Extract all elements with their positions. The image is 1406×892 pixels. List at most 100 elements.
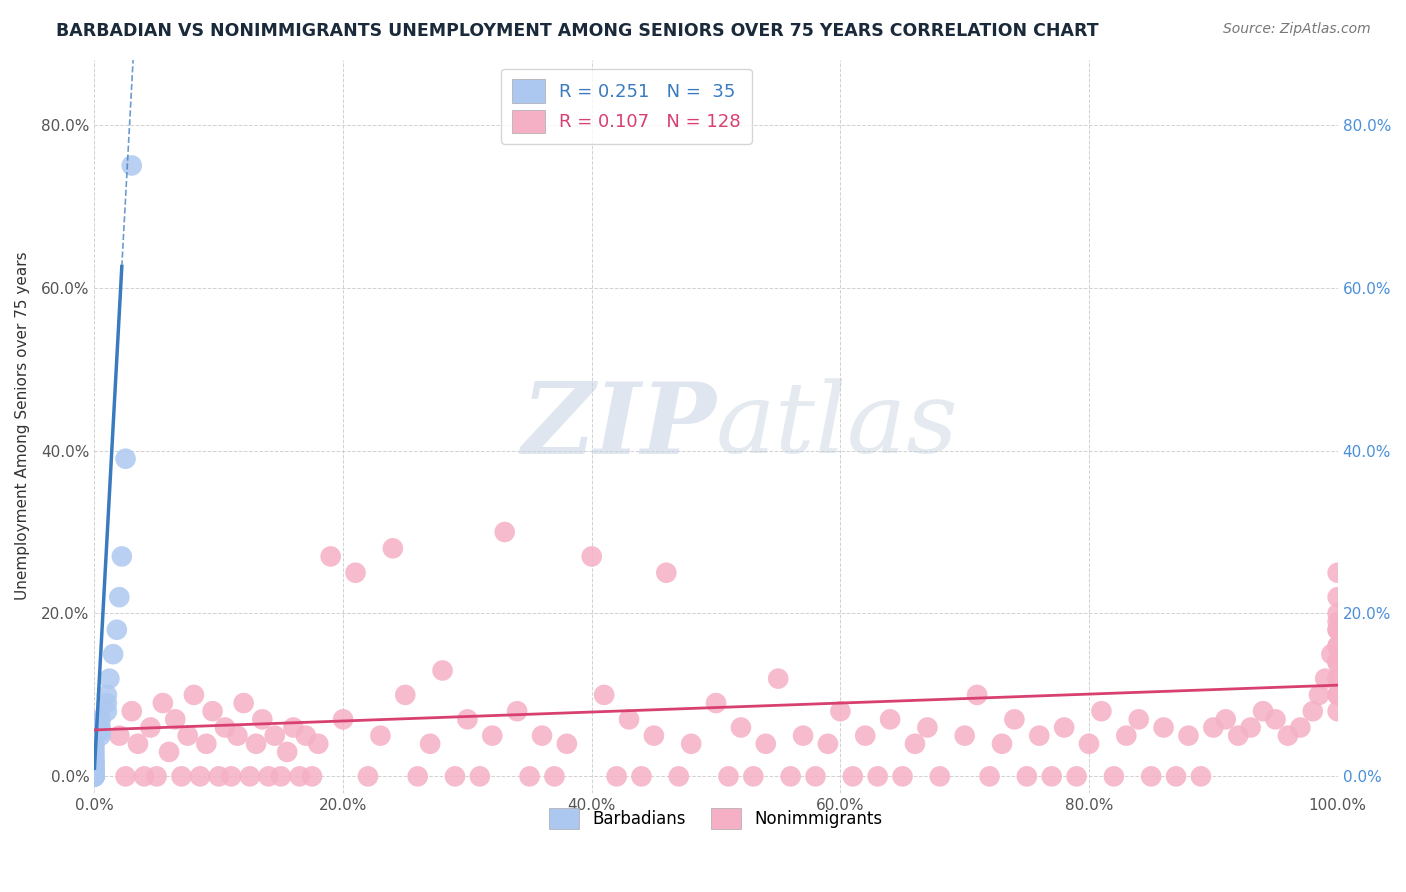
- Point: [83, 769, 105, 783]
- Point: [83, 763, 105, 777]
- Point: [1326, 566, 1348, 580]
- Point: [381, 541, 404, 556]
- Point: [1320, 647, 1343, 661]
- Point: [817, 737, 839, 751]
- Point: [295, 729, 318, 743]
- Point: [83, 769, 105, 783]
- Point: [165, 712, 187, 726]
- Point: [319, 549, 342, 564]
- Point: [630, 769, 652, 783]
- Point: [245, 737, 267, 751]
- Point: [90, 724, 112, 739]
- Point: [979, 769, 1001, 783]
- Point: [1153, 721, 1175, 735]
- Point: [456, 712, 478, 726]
- Point: [804, 769, 827, 783]
- Point: [681, 737, 703, 751]
- Point: [226, 729, 249, 743]
- Point: [134, 769, 156, 783]
- Point: [127, 737, 149, 751]
- Point: [98, 672, 121, 686]
- Point: [593, 688, 616, 702]
- Point: [307, 737, 329, 751]
- Point: [953, 729, 976, 743]
- Point: [444, 769, 467, 783]
- Point: [730, 721, 752, 735]
- Point: [432, 664, 454, 678]
- Text: BARBADIAN VS NONIMMIGRANTS UNEMPLOYMENT AMONG SENIORS OVER 75 YEARS CORRELATION : BARBADIAN VS NONIMMIGRANTS UNEMPLOYMENT …: [56, 22, 1099, 40]
- Point: [344, 566, 367, 580]
- Point: [1326, 672, 1348, 686]
- Point: [219, 769, 242, 783]
- Point: [1289, 721, 1312, 735]
- Point: [101, 647, 124, 661]
- Point: [1326, 607, 1348, 621]
- Point: [1090, 704, 1112, 718]
- Point: [966, 688, 988, 702]
- Point: [530, 729, 553, 743]
- Point: [83, 740, 105, 755]
- Point: [1326, 623, 1348, 637]
- Point: [276, 745, 298, 759]
- Point: [1308, 688, 1330, 702]
- Point: [257, 769, 280, 783]
- Point: [617, 712, 640, 726]
- Point: [83, 737, 105, 751]
- Point: [263, 729, 285, 743]
- Point: [1315, 672, 1337, 686]
- Point: [481, 729, 503, 743]
- Point: [301, 769, 323, 783]
- Point: [1251, 704, 1274, 718]
- Point: [121, 704, 143, 718]
- Point: [917, 721, 939, 735]
- Point: [668, 769, 690, 783]
- Point: [928, 769, 950, 783]
- Point: [1326, 656, 1348, 670]
- Point: [555, 737, 578, 751]
- Point: [519, 769, 541, 783]
- Point: [1102, 769, 1125, 783]
- Point: [406, 769, 429, 783]
- Point: [195, 737, 218, 751]
- Point: [114, 769, 136, 783]
- Point: [494, 524, 516, 539]
- Point: [90, 721, 112, 735]
- Point: [188, 769, 211, 783]
- Point: [83, 765, 105, 780]
- Point: [83, 765, 105, 780]
- Point: [90, 712, 112, 726]
- Point: [1128, 712, 1150, 726]
- Point: [879, 712, 901, 726]
- Point: [96, 688, 118, 702]
- Point: [755, 737, 778, 751]
- Point: [1326, 688, 1348, 702]
- Point: [1326, 704, 1348, 718]
- Point: [842, 769, 865, 783]
- Point: [1326, 623, 1348, 637]
- Point: [717, 769, 740, 783]
- Text: Source: ZipAtlas.com: Source: ZipAtlas.com: [1223, 22, 1371, 37]
- Point: [792, 729, 814, 743]
- Point: [170, 769, 193, 783]
- Point: [1177, 729, 1199, 743]
- Point: [239, 769, 262, 783]
- Point: [201, 704, 224, 718]
- Point: [1326, 615, 1348, 629]
- Point: [83, 769, 105, 783]
- Point: [1202, 721, 1225, 735]
- Point: [232, 696, 254, 710]
- Point: [1078, 737, 1101, 751]
- Point: [114, 451, 136, 466]
- Point: [283, 721, 305, 735]
- Point: [96, 704, 118, 718]
- Point: [1115, 729, 1137, 743]
- Point: [83, 753, 105, 767]
- Point: [208, 769, 231, 783]
- Legend: Barbadians, Nonimmigrants: Barbadians, Nonimmigrants: [543, 801, 890, 836]
- Point: [83, 757, 105, 772]
- Y-axis label: Unemployment Among Seniors over 75 years: Unemployment Among Seniors over 75 years: [15, 252, 30, 600]
- Point: [1326, 672, 1348, 686]
- Point: [1239, 721, 1261, 735]
- Point: [1326, 639, 1348, 653]
- Point: [891, 769, 914, 783]
